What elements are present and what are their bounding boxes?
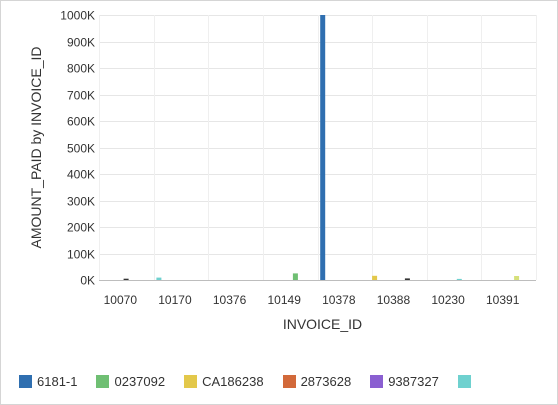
x-tick-label: 10376	[213, 293, 247, 307]
y-tick-label: 700K	[67, 89, 95, 103]
legend-item[interactable]: 9387327	[370, 374, 439, 389]
x-tick-label: 10149	[268, 293, 302, 307]
x-axis-ticks: 10070 10170 10376 10149 10378 10388 10230 10391	[104, 293, 520, 307]
bar[interactable]	[320, 15, 326, 280]
legend-item[interactable]: CA186238	[184, 373, 264, 389]
legend-label: 2873628	[300, 373, 352, 389]
bar[interactable]	[404, 278, 410, 280]
bar[interactable]	[456, 278, 462, 280]
x-axis-label: INVOICE_ID	[283, 316, 362, 332]
y-tick-label: 100K	[67, 248, 95, 262]
y-tick-label: 600K	[67, 115, 95, 129]
gridlines	[99, 15, 537, 281]
legend-label: CA186238	[202, 373, 264, 389]
bar-chart: 0K 100K 200K 300K 400K 500K 600K 700K 800K 900K 10…	[28, 9, 537, 332]
legend-item[interactable]	[457, 374, 476, 388]
legend-label: 6181-1	[37, 373, 78, 389]
legend-label: 9387327	[388, 373, 439, 389]
x-tick-label: 10388	[377, 293, 411, 307]
legend-swatch	[282, 374, 296, 388]
y-axis-ticks: 0K 100K 200K 300K 400K 500K 600K 700K 800K 900K 10…	[60, 9, 95, 288]
y-tick-label: 200K	[67, 221, 95, 235]
x-tick-label: 10391	[486, 293, 520, 307]
y-tick-label: 1000K	[60, 9, 95, 23]
y-tick-label: 500K	[67, 142, 95, 156]
legend-swatch	[457, 374, 471, 388]
x-tick-label: 10230	[431, 293, 465, 307]
x-tick-label: 10170	[158, 293, 192, 307]
y-axis-label: AMOUNT_PAID by INVOICE_ID	[28, 46, 44, 248]
legend-swatch	[370, 374, 384, 388]
bar[interactable]	[123, 278, 129, 280]
legend-item[interactable]: 6181-1	[19, 374, 77, 389]
y-tick-label: 400K	[67, 168, 95, 182]
x-tick-label: 10070	[104, 293, 138, 307]
y-tick-label: 800K	[67, 62, 95, 76]
legend-swatch	[19, 374, 32, 388]
chart-legend: 6181-1 0237092 CA186238 2873628 9387327	[19, 371, 557, 391]
bar[interactable]	[292, 273, 298, 280]
x-tick-label: 10378	[322, 293, 356, 307]
legend-item[interactable]: 0237092	[96, 374, 165, 389]
legend-label: 0237092	[114, 373, 166, 389]
y-tick-label: 900K	[67, 36, 95, 50]
y-tick-label: 300K	[67, 195, 95, 209]
bar[interactable]	[156, 277, 162, 280]
legend-item[interactable]: 2873628	[282, 373, 352, 389]
legend-swatch	[96, 374, 110, 388]
bar[interactable]	[514, 276, 520, 280]
legend-swatch	[184, 374, 198, 388]
bar[interactable]	[372, 275, 378, 280]
bars	[123, 15, 520, 280]
y-tick-label: 0K	[80, 274, 95, 288]
